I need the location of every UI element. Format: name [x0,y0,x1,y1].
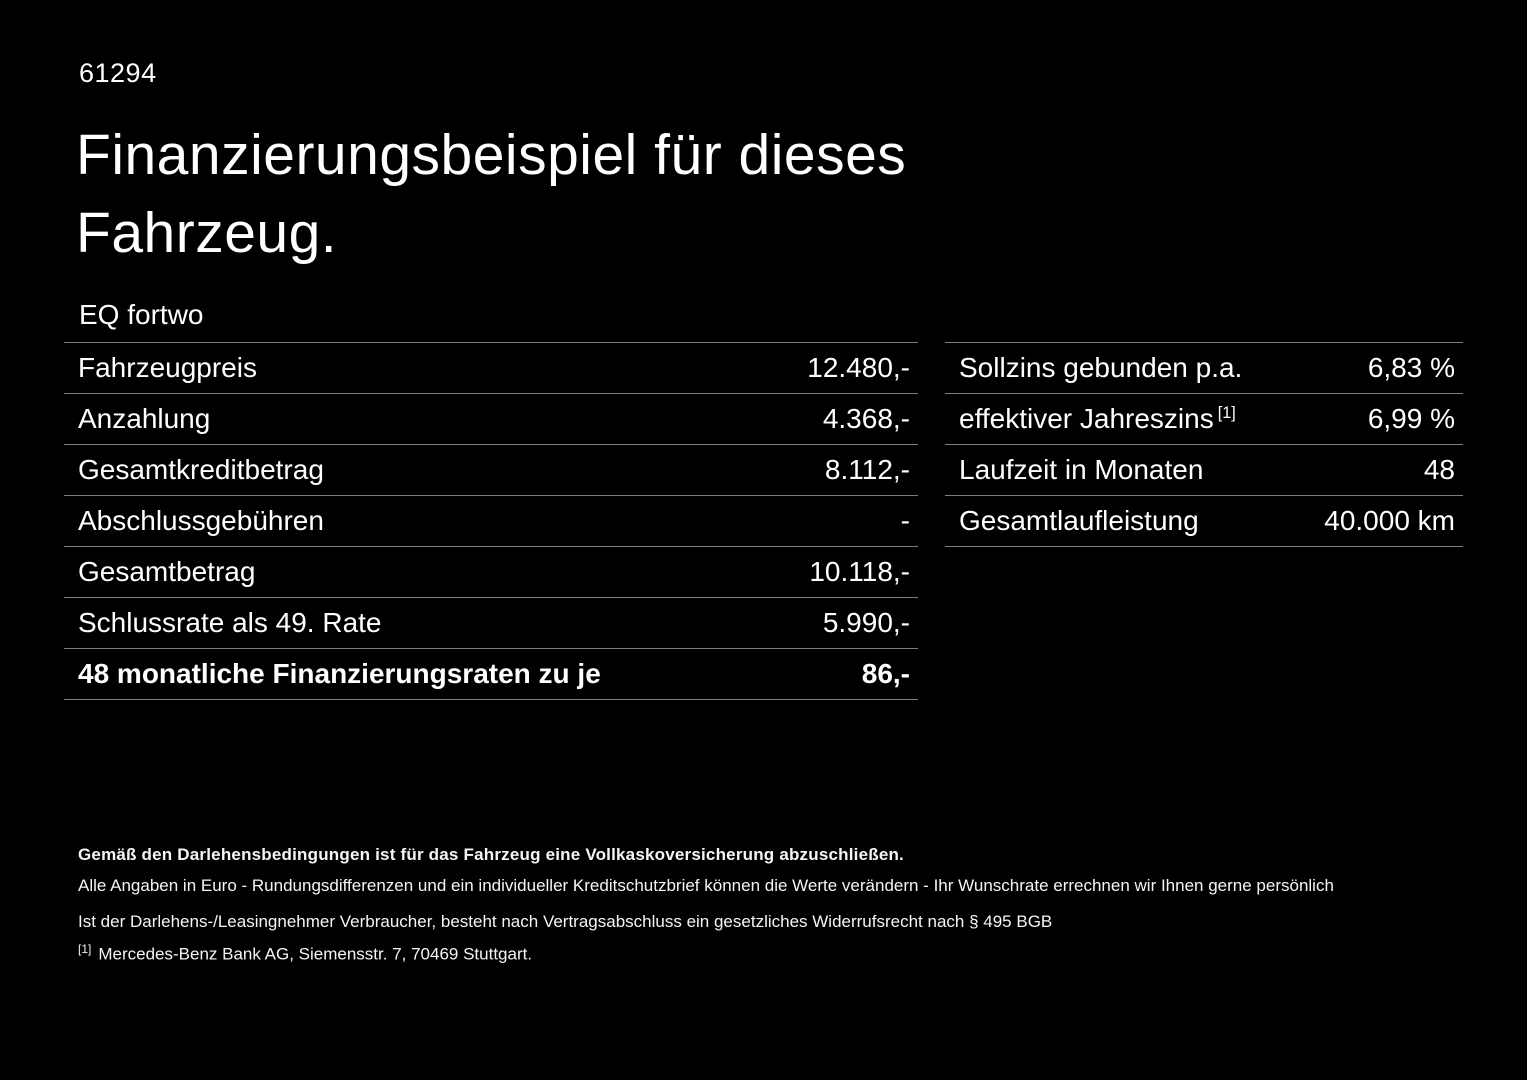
footnote-marker: [1] [1217,403,1236,422]
footnote: [1] Mercedes-Benz Bank AG, Siemensstr. 7,… [78,942,1468,965]
footnote-text: Mercedes-Benz Bank AG, Siemensstr. 7, 70… [98,944,533,964]
row-value: 5.990,- [822,607,910,638]
row-label: Laufzeit in Monaten [959,454,1204,485]
table-row: Laufzeit in Monaten 48 [945,445,1463,496]
table-row: Gesamtlaufleistung 40.000 km [945,496,1463,547]
row-label: Abschlussgebühren [78,505,324,536]
row-value: 40.000 km [1324,505,1455,536]
row-label: Fahrzeugpreis [78,352,257,383]
vehicle-model: EQ fortwo [79,299,204,330]
disclaimer-line-1: Alle Angaben in Euro - Rundungsdifferenz… [78,876,1334,895]
table-row: Schlussrate als 49. Rate 5.990,- [64,598,918,649]
row-value: 4.368,- [822,403,910,434]
reference-number: 61294 [79,58,157,88]
row-label: Gesamtlaufleistung [959,505,1199,536]
row-label: 48 monatliche Finanzierungsraten zu je [78,658,601,689]
row-value: 12.480,- [807,352,910,383]
row-value: 86,- [861,658,910,689]
finance-table: Fahrzeugpreis 12.480,- Anzahlung 4.368,-… [64,342,918,700]
table-row: Fahrzeugpreis 12.480,- [64,343,918,394]
row-value: 48 [1423,454,1455,485]
table-row: Abschlussgebühren - [64,496,918,547]
disclaimer-line-2: Ist der Darlehens-/Leasingnehmer Verbrau… [78,912,1053,931]
page-title-line-1: Finanzierungsbeispiel für dieses [76,123,907,187]
row-value: 8.112,- [824,454,910,485]
row-value: 6,99 % [1367,403,1455,434]
page-title-line-2: Fahrzeug. [76,201,338,266]
row-label: effektiver Jahreszins [1] [959,403,1236,435]
table-row: Gesamtkreditbetrag 8.112,- [64,445,918,496]
row-value: 6,83 % [1367,352,1455,383]
row-label: Gesamtkreditbetrag [78,454,324,485]
row-value: 10.118,- [809,556,910,587]
row-label: Anzahlung [78,403,211,434]
row-label: Gesamtbetrag [78,556,256,587]
table-row: Gesamtbetrag 10.118,- [64,547,918,598]
table-row: Anzahlung 4.368,- [64,394,918,445]
row-label: Sollzins gebunden p.a. [959,352,1243,383]
footnote-marker: [1] [78,942,92,956]
page-title: Finanzierungsbeispiel für dieses Fahrzeu… [76,116,906,272]
table-row: Sollzins gebunden p.a. 6,83 % [945,343,1463,394]
row-value: - [900,505,910,536]
table-row: effektiver Jahreszins [1] 6,99 % [945,394,1463,445]
table-row-monthly-rate: 48 monatliche Finanzierungsraten zu je 8… [64,649,918,700]
row-label-text: effektiver Jahreszins [959,403,1214,434]
footer-notes: Gemäß den Darlehensbedingungen ist für d… [78,845,1468,965]
insurance-note: Gemäß den Darlehensbedingungen ist für d… [78,845,904,864]
row-label: Schlussrate als 49. Rate [78,607,382,638]
conditions-table: Sollzins gebunden p.a. 6,83 % effektiver… [945,342,1463,547]
